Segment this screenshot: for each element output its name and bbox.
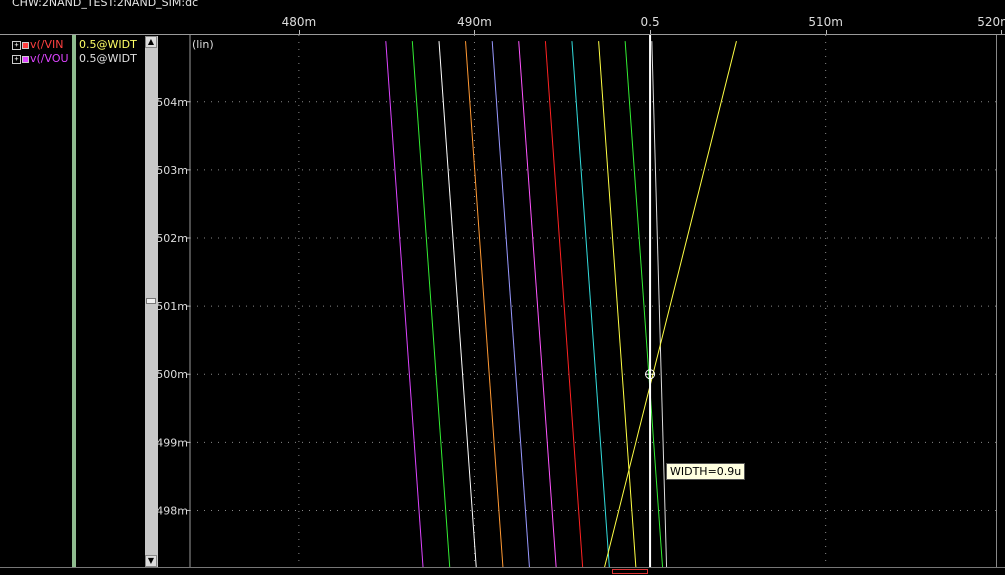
legend-entry-vout[interactable]: + v(/VOU [12,52,72,65]
trace-line[interactable] [571,41,610,567]
x-tick-mark [474,30,476,34]
y-tick-label: 501m [158,300,188,313]
legend-separator[interactable] [72,35,76,567]
cursor[interactable] [645,35,656,567]
expand-icon[interactable]: + [12,40,21,50]
trace-color-swatch-icon[interactable] [22,41,29,49]
legend-panel: + v(/VIN + v(/VOU [0,35,72,567]
vertical-scrollbar[interactable]: ▲ ▼ [145,36,158,567]
expand-icon[interactable]: + [12,54,21,64]
y-tick-label: 503m [158,164,188,177]
x-axis-bar [0,14,1005,35]
y-tick-label: 504m [158,96,188,109]
y-tick-label: 498m [158,504,188,517]
cursor-value-column: 0.5@WIDT 0.5@WIDT [76,35,144,567]
y-tick-label: 502m [158,232,188,245]
y-tick-label: 500m [158,368,188,381]
trace-line[interactable] [624,41,664,567]
plot-background [158,35,996,567]
horizontal-scroll-thumb[interactable] [612,569,648,574]
x-tick-label: 520m [977,15,1005,29]
scroll-up-icon[interactable]: ▲ [145,36,157,48]
right-edge-bar[interactable] [996,35,1005,567]
x-tick-label: 510m [808,15,843,29]
trace-line[interactable] [438,41,477,567]
scroll-thumb[interactable] [146,298,156,304]
trace-line[interactable] [491,41,530,567]
window-title: CHW:2NAND_TEST:2NAND_SIM:dc [12,0,199,9]
legend-entry-label: v(/VOU [30,52,69,65]
trace-color-swatch-icon[interactable] [22,55,29,63]
trace-line[interactable] [518,41,557,567]
scroll-down-icon[interactable]: ▼ [145,555,157,567]
trace-line[interactable] [651,41,668,567]
cursor-value-vout: 0.5@WIDT [79,52,137,65]
traces [385,41,737,567]
x-tick-mark [1001,30,1003,34]
legend-entry-vin[interactable]: + v(/VIN [12,38,72,51]
trace-line[interactable] [604,41,737,567]
x-tick-label: 490m [457,15,492,29]
trace-line[interactable] [385,41,424,567]
x-tick-label: 480m [281,15,317,29]
x-tick-mark [650,30,652,34]
trace-line[interactable] [598,41,637,567]
waveform-plot[interactable]: 498m 499m 500m 501m 502m 503m 504m (lin) [158,35,996,567]
x-tick-mark [298,30,300,34]
trace-line[interactable] [411,41,451,567]
y-tick-label: 499m [158,436,188,449]
trace-line[interactable] [465,41,504,567]
scale-label: (lin) [192,38,214,51]
legend-entry-label: v(/VIN [30,38,64,51]
x-tick-mark [825,30,827,34]
trace-line[interactable] [544,41,584,567]
cursor-tooltip: WIDTH=0.9u [666,463,746,480]
window-title-bar: CHW:2NAND_TEST:2NAND_SIM:dc [0,0,1005,14]
x-tick-label: 0.5 [640,15,660,29]
y-tick-labels: 498m 499m 500m 501m 502m 503m 504m [158,96,188,518]
cursor-value-vin: 0.5@WIDT [79,38,137,51]
